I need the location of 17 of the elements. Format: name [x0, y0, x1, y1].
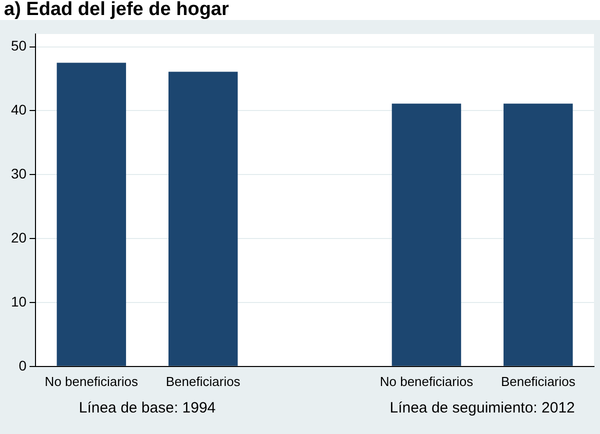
y-tick-label: 50 [10, 38, 27, 54]
bar [56, 62, 126, 366]
y-tick-label: 20 [10, 229, 27, 246]
bar [168, 72, 238, 366]
bar [504, 104, 573, 366]
y-tick-label: 40 [10, 102, 27, 118]
y-tick-label: 10 [10, 293, 27, 310]
x-tick-label: No beneficiarios [380, 374, 474, 389]
y-tick-label: 30 [10, 165, 27, 182]
x-tick-label: No beneficiarios [44, 374, 139, 389]
text: Línea de seguimiento: 2012 [390, 400, 575, 417]
text: Línea de base: 1994 [78, 400, 216, 417]
y-tick-label: 0 [18, 357, 27, 374]
x-tick-label: Beneficiarios [500, 374, 576, 389]
chart-title: a) Edad del jefe de hogar [3, 0, 230, 20]
x-tick-label: Beneficiarios [166, 374, 241, 389]
bar [392, 104, 462, 366]
